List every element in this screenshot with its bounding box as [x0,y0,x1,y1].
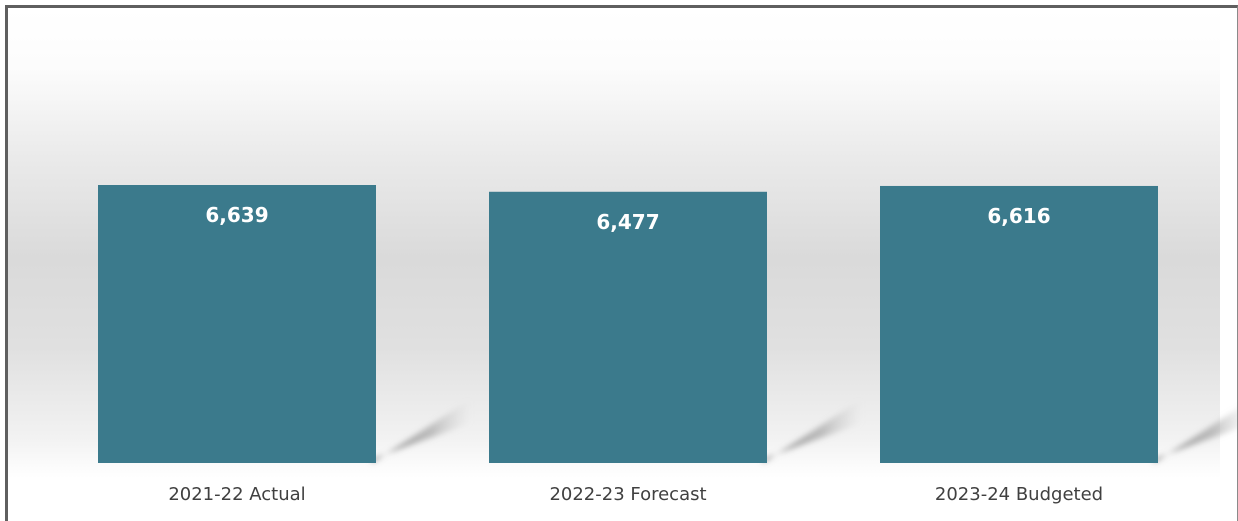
bar-value-label: 6,639 [205,203,268,227]
bar-shadow [763,399,862,463]
category-label: 2021-22 Actual [168,484,305,505]
category-label: 2022-23 Forecast [549,484,706,505]
value-labels-group: 6,639 6,477 6,616 [205,203,1050,234]
bar-shadow [372,399,471,463]
bar-value-label: 6,616 [987,204,1050,228]
bar [880,185,1158,463]
frame-right-margin [1220,8,1237,521]
bar [489,191,767,463]
bar-shadow [1154,409,1237,463]
bars-group [98,185,1158,463]
bar [98,185,376,463]
bar-shadows [372,399,1237,463]
category-labels-group: 2021-22 Actual 2022-23 Forecast 2023-24 Bu… [168,484,1103,505]
chart-frame: 6,639 6,477 6,616 2021-22 Actual 2022-23 Fo… [5,5,1238,521]
bar-chart: 6,639 6,477 6,616 2021-22 Actual 2022-23 Fo… [98,185,1237,505]
category-label: 2023-24 Budgeted [935,484,1103,505]
bar-value-label: 6,477 [596,210,659,234]
